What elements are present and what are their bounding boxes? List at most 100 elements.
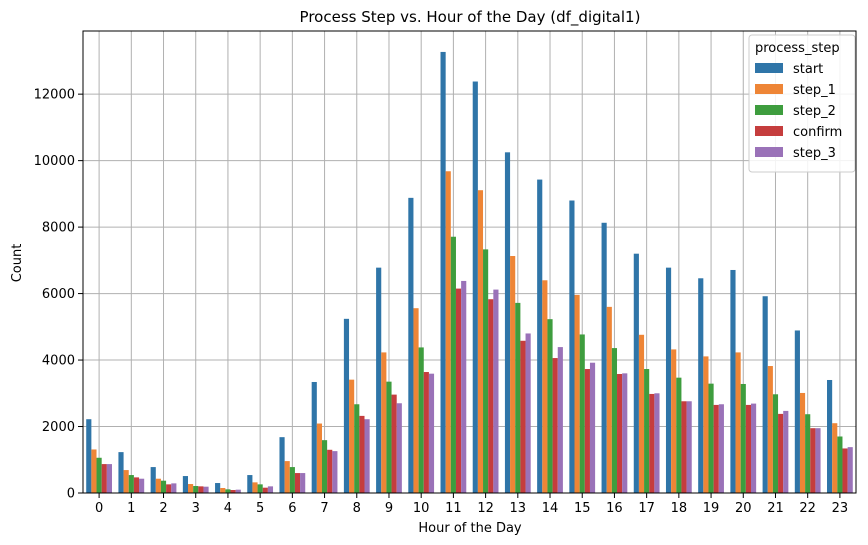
bar-start-hour-12 [472,81,478,493]
bar-step-3-hour-5 [267,486,274,493]
legend-label-start: start [793,62,823,77]
bar-start-hour-9 [376,267,382,493]
bar-step-3-hour-3 [203,486,209,493]
bar-step-1-hour-3 [187,484,194,493]
x-tick-label: 6 [288,501,296,516]
bar-step-3-hour-21 [783,410,789,493]
bar-step-3-hour-15 [589,362,596,493]
bar-step-1-hour-4 [220,488,226,493]
bar-confirm-hour-4 [230,490,236,493]
bar-step-2-hour-22 [805,414,811,493]
bar-step-1-hour-2 [155,478,161,493]
y-tick-label: 0 [67,487,75,502]
legend-label-step-2: step_2 [793,104,836,119]
bar-step-3-hour-23 [847,447,853,493]
bar-confirm-hour-12 [488,299,494,493]
bar-step-2-hour-19 [708,383,714,493]
bar-step-2-hour-7 [321,440,328,493]
y-axis-label: Count [10,244,25,283]
x-tick-label: 11 [445,501,462,516]
bar-step-3-hour-6 [300,473,306,493]
bar-step-3-hour-0 [106,464,112,493]
bar-step-3-hour-8 [364,419,370,493]
bar-step-2-hour-15 [579,334,585,493]
bar-start-hour-21 [762,296,768,493]
y-axis-ticks: 0 2000 4000 6000 8000 10000 12000 [34,88,83,502]
bar-step-3-hour-4 [235,489,241,493]
bar-step-3-hour-14 [557,347,563,493]
bar-step-2-hour-10 [418,347,424,493]
bar-confirm-hour-20 [745,404,752,493]
bar-step-1-hour-10 [413,308,419,493]
bar-step-3-hour-20 [751,403,757,493]
bar-step-1-hour-7 [316,423,322,493]
bar-confirm-hour-18 [681,401,687,493]
x-tick-label: 10 [413,501,430,516]
x-tick-label: 17 [638,501,655,516]
bar-step-3-hour-18 [686,401,692,493]
x-tick-label: 4 [224,501,232,516]
bar-start-hour-5 [247,475,253,493]
bar-step-2-hour-12 [483,249,489,493]
chart-title: Process Step vs. Hour of the Day (df_dig… [300,8,641,27]
bar-step-2-hour-17 [644,369,650,493]
x-tick-label: 8 [353,501,361,516]
bar-step-1-hour-11 [445,171,451,493]
x-tick-label: 2 [159,501,167,516]
bar-confirm-hour-13 [520,340,526,493]
y-tick-label: 4000 [42,354,75,369]
bar-step-3-hour-7 [332,451,338,493]
bar-start-hour-1 [118,452,124,493]
bar-step-2-hour-1 [128,475,134,493]
bar-step-1-hour-1 [123,470,129,493]
bar-step-3-hour-1 [139,478,145,493]
bar-start-hour-13 [504,152,511,494]
x-tick-label: 21 [767,501,784,516]
bar-step-3-hour-13 [525,333,531,493]
bar-step-1-hour-17 [638,334,645,493]
bar-confirm-hour-16 [617,374,623,493]
bar-confirm-hour-2 [166,484,172,493]
x-tick-label: 16 [606,501,623,516]
legend-swatch-start [755,63,783,73]
bar-start-hour-7 [311,381,317,493]
bar-step-2-hour-16 [611,348,618,493]
bar-confirm-hour-8 [359,415,365,493]
bar-start-hour-18 [665,267,672,493]
bar-step-2-hour-8 [354,404,360,493]
bar-step-3-hour-19 [718,404,724,493]
bar-start-hour-10 [408,197,414,493]
bar-step-1-hour-21 [767,366,773,493]
legend-swatch-step-1 [755,84,783,94]
bar-start-hour-22 [794,330,800,493]
bar-step-3-hour-10 [428,373,435,493]
x-tick-label: 0 [95,501,103,516]
bar-start-hour-20 [730,269,736,493]
x-tick-label: 7 [320,501,328,516]
bar-step-1-hour-5 [252,482,258,493]
bar-step-2-hour-13 [515,302,521,493]
bar-step-1-hour-14 [542,280,548,493]
bar-step-3-hour-17 [654,393,660,493]
bar-confirm-hour-0 [101,464,107,493]
bar-step-1-hour-6 [284,461,290,493]
bar-confirm-hour-15 [584,369,590,493]
x-tick-label: 23 [832,501,849,516]
legend-label-step-1: step_1 [793,83,836,98]
bar-confirm-hour-21 [778,413,784,493]
x-tick-label: 1 [127,501,135,516]
bar-step-2-hour-18 [676,377,682,493]
bar-step-3-hour-11 [461,280,467,493]
bar-step-3-hour-16 [622,373,628,493]
x-tick-label: 15 [574,501,591,516]
bar-start-hour-4 [215,483,221,493]
x-tick-label: 12 [477,501,494,516]
bar-step-2-hour-11 [450,236,456,493]
bar-step-3-hour-9 [396,403,402,493]
bar-confirm-hour-6 [294,473,301,493]
bar-confirm-hour-1 [133,477,140,493]
bar-step-2-hour-4 [225,489,231,493]
bar-step-1-hour-19 [703,356,709,493]
bar-confirm-hour-22 [810,428,816,493]
